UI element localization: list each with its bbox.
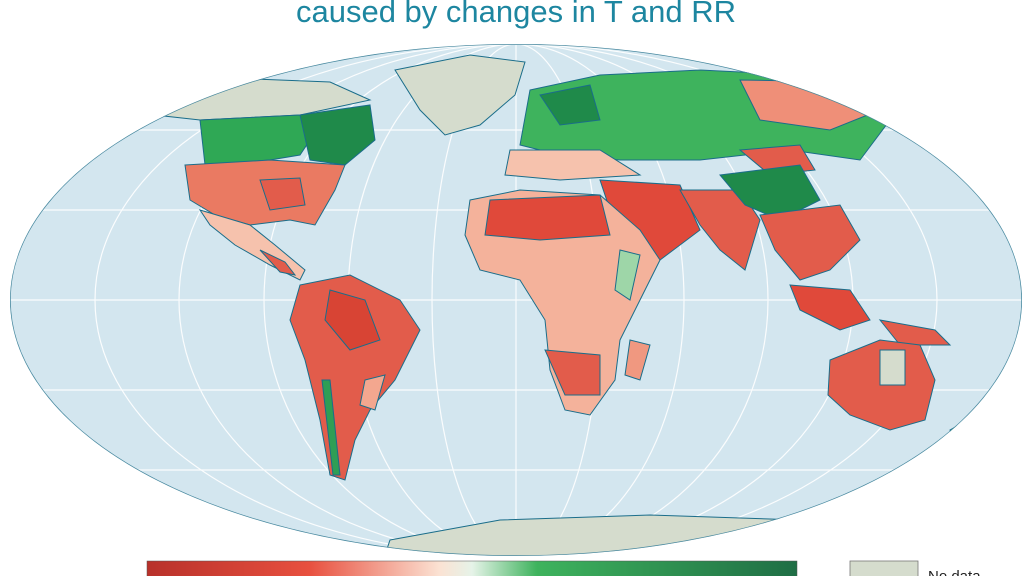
color-scale (146, 560, 798, 576)
map (10, 44, 1022, 556)
map-title: caused by changes in T and RR (296, 0, 736, 29)
no-data-label: No data (928, 568, 981, 576)
no-data-swatch (849, 560, 919, 576)
